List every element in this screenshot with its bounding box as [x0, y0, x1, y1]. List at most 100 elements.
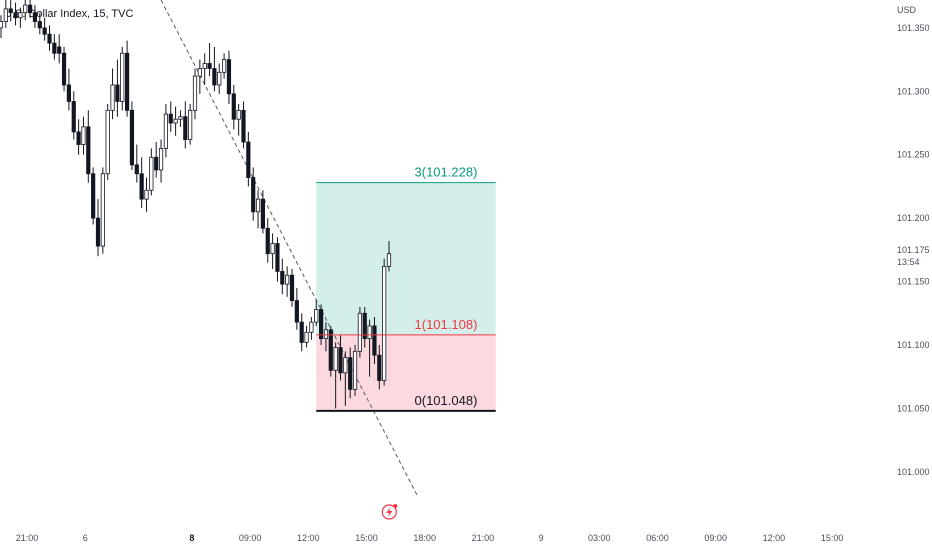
x-tick-label: 03:00 — [588, 533, 611, 543]
candle-body — [289, 274, 295, 301]
candle-body — [348, 357, 353, 390]
candle-body — [280, 271, 285, 285]
candle-body — [314, 309, 319, 323]
candle-body — [144, 189, 149, 200]
candle-body — [236, 109, 241, 120]
current-price-label: 101.175 — [897, 245, 930, 255]
countdown-label: 13:54 — [897, 257, 920, 267]
x-tick-label: 06:00 — [646, 533, 669, 543]
candle-body — [275, 243, 280, 272]
candle-body — [158, 147, 164, 171]
candle-body — [294, 300, 299, 323]
candle-body — [52, 42, 57, 54]
candle-body — [47, 33, 52, 44]
candle-body — [265, 227, 270, 255]
candle-body — [66, 84, 71, 102]
candle-body — [333, 347, 338, 371]
candle-body — [154, 156, 159, 171]
candle-body — [95, 217, 101, 247]
candle-body — [367, 325, 372, 340]
candle-body — [168, 113, 173, 124]
candle-body — [212, 68, 217, 86]
candle-body — [91, 173, 96, 219]
candle-body — [76, 131, 81, 145]
candle-body — [163, 113, 168, 149]
x-tick-label: 12:00 — [763, 533, 786, 543]
candle-body — [3, 8, 8, 22]
y-tick-label: 101.200 — [897, 213, 930, 223]
candle-body — [343, 357, 348, 374]
candle-body — [61, 52, 67, 86]
candle-body — [382, 265, 387, 381]
candle-body — [139, 173, 144, 200]
candle-body — [188, 109, 193, 140]
x-tick-label: 9 — [539, 533, 544, 543]
x-tick-label: 6 — [83, 533, 88, 543]
candle-body — [328, 329, 333, 371]
candle-body — [178, 116, 183, 120]
target-label: 3(101.228) — [415, 165, 478, 180]
candle-body — [255, 198, 261, 213]
candle-body — [304, 331, 309, 343]
x-tick-label: 21:00 — [472, 533, 495, 543]
candle-body — [299, 321, 304, 343]
flash-icon-ring — [381, 504, 397, 520]
candle-body — [285, 274, 290, 285]
flash-icon-bolt — [386, 507, 393, 517]
candle-body — [100, 173, 105, 247]
x-tick-label: 12:00 — [297, 533, 320, 543]
currency-label: USD — [897, 5, 917, 15]
y-tick-label: 101.000 — [897, 467, 930, 477]
candle-body — [231, 93, 236, 120]
candle-body — [129, 109, 135, 166]
x-tick-label: 15:00 — [355, 533, 378, 543]
target-zone[interactable] — [316, 182, 496, 335]
candle-body — [13, 12, 18, 19]
candle-body — [207, 63, 212, 69]
candle-body — [71, 101, 76, 133]
flash-icon[interactable] — [381, 504, 398, 520]
candle-body — [197, 68, 202, 77]
candle-body — [183, 116, 188, 140]
entry-label: 0(101.048) — [415, 393, 478, 408]
candle-body — [23, 4, 28, 14]
candle-body — [352, 350, 358, 390]
candle-body — [110, 84, 115, 111]
candle-body — [241, 109, 246, 143]
candle-body — [134, 164, 139, 175]
candle-body — [309, 321, 314, 333]
candle-body — [270, 243, 275, 255]
candle-body — [372, 325, 377, 356]
candle-body — [323, 329, 329, 340]
candle-body — [18, 12, 23, 19]
candle-body — [202, 63, 207, 69]
candle-body — [125, 52, 130, 111]
candle-body — [377, 354, 382, 381]
candle-body — [221, 59, 227, 73]
candle-body — [149, 156, 154, 191]
candle-body — [37, 21, 42, 29]
x-tick-label: 18:00 — [413, 533, 436, 543]
candle-body — [338, 347, 343, 374]
x-tick-label: 15:00 — [821, 533, 844, 543]
candle-body — [57, 46, 62, 54]
y-tick-label: 101.300 — [897, 86, 930, 96]
y-tick-label: 101.150 — [897, 277, 930, 287]
candle-body — [226, 59, 232, 95]
candle-body — [173, 118, 178, 124]
candle-body — [362, 312, 367, 340]
candle-body — [386, 253, 392, 267]
candle-body — [81, 126, 86, 145]
y-tick-label: 101.100 — [897, 340, 930, 350]
flash-icon-dot — [393, 504, 398, 508]
y-tick-label: 101.250 — [897, 150, 930, 160]
y-tick-label: 101.350 — [897, 23, 930, 33]
candle-body — [105, 109, 110, 175]
x-tick-label: 09:00 — [704, 533, 727, 543]
candle-body — [192, 75, 198, 111]
x-tick-label: 8 — [189, 533, 194, 543]
candle-body — [32, 12, 38, 22]
candle-body — [318, 309, 324, 340]
trendline[interactable] — [160, 0, 419, 498]
